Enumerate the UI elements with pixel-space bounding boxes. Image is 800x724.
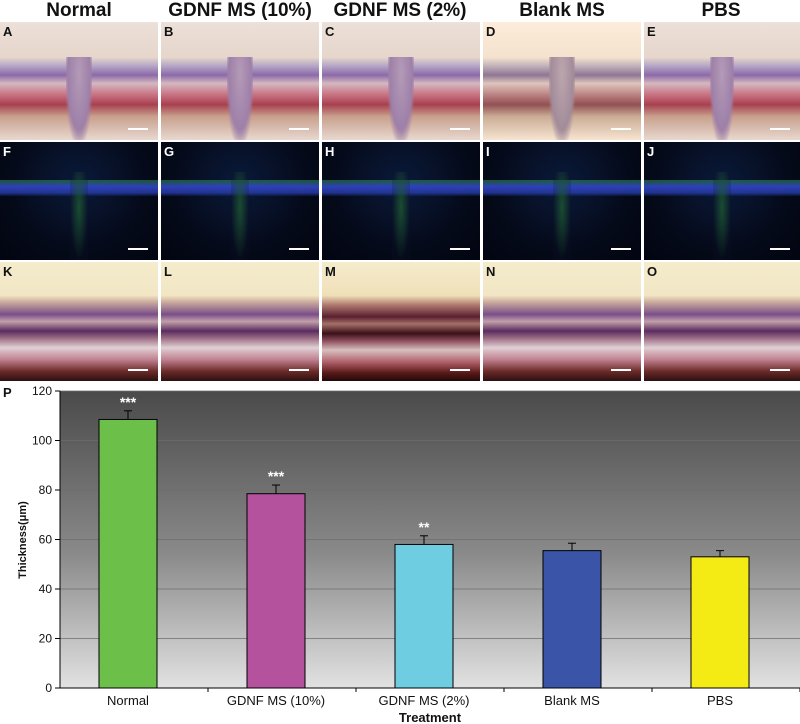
column-title-gdnf-2: GDNF MS (2%) — [333, 0, 467, 21]
y-tick-label: 60 — [39, 533, 53, 547]
panel-label-c: C — [325, 24, 335, 39]
panel-label-m: M — [325, 264, 336, 279]
image-panel-m: M — [322, 262, 480, 381]
bar-normal — [98, 418, 158, 689]
x-tick-label: Normal — [107, 693, 149, 708]
panel-label-p: P — [3, 385, 12, 400]
y-tick-label: 40 — [39, 582, 53, 596]
image-panel-e: E — [644, 22, 800, 140]
significance-label: ** — [419, 519, 430, 535]
panel-label-j: J — [647, 144, 655, 159]
significance-label: *** — [120, 394, 137, 410]
x-tick-label: GDNF MS (10%) — [227, 693, 325, 708]
panel-label-k: K — [3, 264, 13, 279]
panel-label-i: I — [486, 144, 490, 159]
scale-bar — [770, 369, 790, 371]
image-panel-g: G — [161, 142, 319, 260]
image-panel-k: K — [0, 262, 158, 381]
panel-label-a: A — [3, 24, 13, 39]
panel-label-f: F — [3, 144, 11, 159]
column-title-blank-ms: Blank MS — [519, 0, 605, 21]
image-panel-l: L — [161, 262, 319, 381]
image-panel-c: C — [322, 22, 480, 140]
scale-bar — [289, 128, 309, 130]
scale-bar — [289, 248, 309, 250]
scale-bar — [611, 369, 631, 371]
x-tick-label: Blank MS — [544, 693, 600, 708]
scale-bar — [450, 369, 470, 371]
y-tick-label: 0 — [45, 681, 52, 695]
y-tick-label: 100 — [32, 434, 52, 448]
panel-label-n: N — [486, 264, 496, 279]
column-title-pbs: PBS — [701, 0, 741, 21]
significance-label: *** — [268, 468, 285, 484]
scale-bar — [450, 248, 470, 250]
image-panel-o: O — [644, 262, 800, 381]
image-panel-n: N — [483, 262, 641, 381]
bar-gdnf-ms-2- — [394, 543, 454, 689]
image-panel-d: D — [483, 22, 641, 140]
scale-bar — [611, 248, 631, 250]
image-panel-j: J — [644, 142, 800, 260]
panel-label-e: E — [647, 24, 656, 39]
panel-label-d: D — [486, 24, 496, 39]
scale-bar — [128, 369, 148, 371]
panel-label-h: H — [325, 144, 335, 159]
bar-gdnf-ms-10- — [246, 493, 306, 689]
y-tick-label: 20 — [39, 632, 53, 646]
x-axis-label: Treatment — [399, 710, 462, 724]
y-tick-label: 120 — [32, 384, 52, 398]
image-panel-f: F — [0, 142, 158, 260]
x-tick-label: GDNF MS (2%) — [379, 693, 470, 708]
image-panel-a: A — [0, 22, 158, 140]
scale-bar — [450, 128, 470, 130]
image-panel-i: I — [483, 142, 641, 260]
column-title-gdnf-10: GDNF MS (10%) — [168, 0, 312, 21]
panel-label-b: B — [164, 24, 174, 39]
scale-bar — [289, 369, 309, 371]
x-tick-label: PBS — [707, 693, 733, 708]
scale-bar — [770, 128, 790, 130]
bar-blank-ms — [542, 550, 602, 689]
column-title-normal: Normal — [46, 0, 112, 21]
bar-pbs — [690, 556, 750, 689]
y-tick-label: 80 — [39, 483, 53, 497]
panel-label-l: L — [164, 264, 172, 279]
scale-bar — [611, 128, 631, 130]
panel-label-o: O — [647, 264, 658, 279]
image-panel-b: B — [161, 22, 319, 140]
panel-label-g: G — [164, 144, 175, 159]
scale-bar — [770, 248, 790, 250]
scale-bar — [128, 128, 148, 130]
y-axis-label: Thickness(μm) — [17, 501, 29, 579]
image-panel-h: H — [322, 142, 480, 260]
scale-bar — [128, 248, 148, 250]
